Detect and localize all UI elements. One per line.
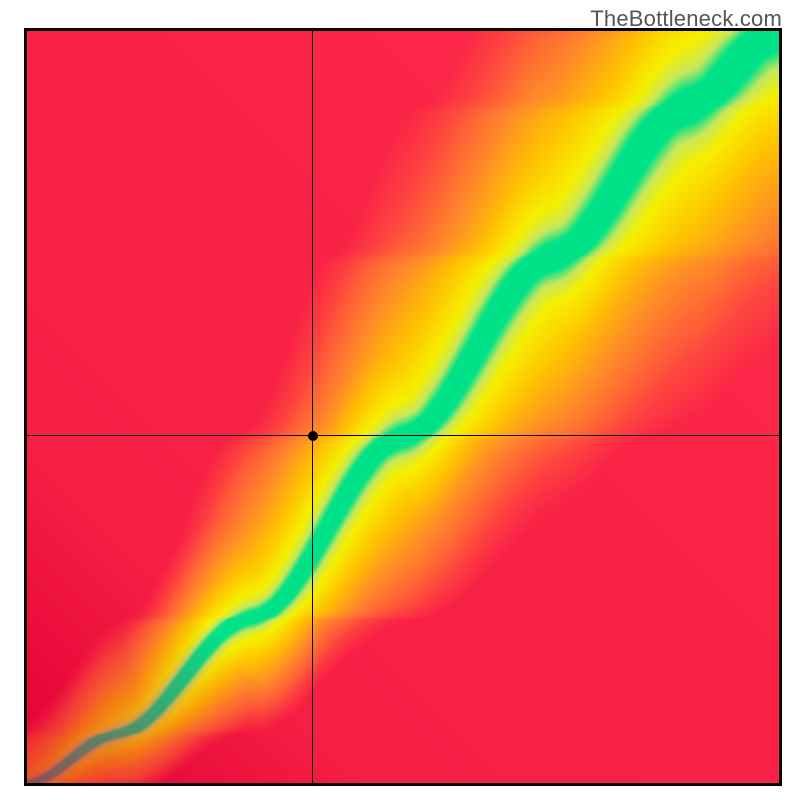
heatmap-canvas (27, 31, 779, 783)
crosshair-horizontal (27, 435, 779, 436)
heatmap-canvas-wrap (27, 31, 779, 783)
bottleneck-heatmap (24, 28, 782, 786)
selection-marker (308, 431, 318, 441)
crosshair-vertical (312, 31, 313, 783)
